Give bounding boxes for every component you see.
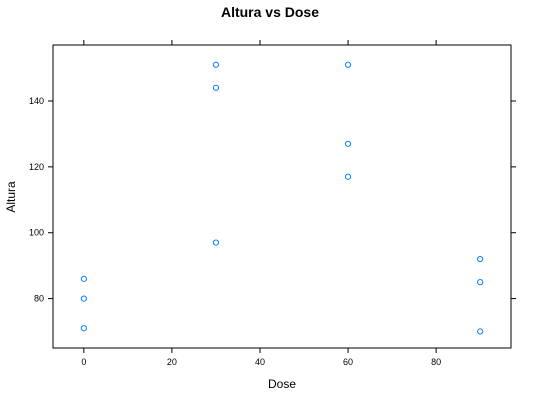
axis-ticks: 0 20 40 60 80 80 100 120 140 xyxy=(29,40,516,367)
data-point xyxy=(80,325,87,332)
y-tick-label: 100 xyxy=(29,228,44,238)
x-tick-label: 40 xyxy=(255,357,265,367)
plot-frame xyxy=(52,44,512,349)
data-point xyxy=(477,255,484,263)
x-tick-label: 20 xyxy=(167,357,177,367)
data-point xyxy=(344,140,352,147)
x-tick-label: 80 xyxy=(431,357,441,367)
chart-title: Altura vs Dose xyxy=(221,4,319,20)
data-point xyxy=(212,61,220,68)
data-point xyxy=(344,173,352,180)
y-tick-label: 140 xyxy=(29,96,44,106)
x-axis-label: Dose xyxy=(268,377,296,391)
data-point xyxy=(477,328,484,335)
data-point xyxy=(80,275,87,282)
x-tick-label: 0 xyxy=(81,357,86,367)
data-point xyxy=(212,84,220,91)
data-point xyxy=(212,239,220,246)
y-tick-label: 80 xyxy=(34,294,44,304)
x-tick-label: 60 xyxy=(343,357,353,367)
y-axis-label: Altura xyxy=(4,181,18,213)
data-point xyxy=(344,61,352,68)
data-points xyxy=(80,61,484,335)
data-point xyxy=(477,279,484,286)
y-tick-label: 120 xyxy=(29,162,44,172)
data-point xyxy=(80,295,87,302)
